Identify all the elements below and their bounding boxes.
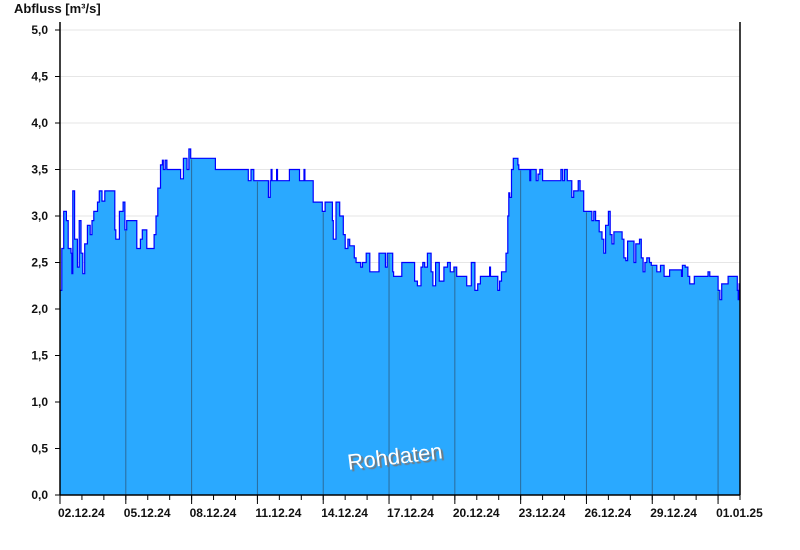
y-tick-label: 4,5 xyxy=(31,70,48,84)
plot-area xyxy=(60,148,741,495)
x-tick-label: 14.12.24 xyxy=(321,506,368,520)
y-tick-label: 5,0 xyxy=(31,23,48,37)
y-tick-label: 1,5 xyxy=(31,349,48,363)
major-day-lines xyxy=(125,159,719,495)
y-tick-label: 1,0 xyxy=(31,395,48,409)
y-tick-label: 2,5 xyxy=(31,256,48,270)
x-tick-label: 01.01.25 xyxy=(716,506,763,520)
y-tick-label: 0,5 xyxy=(31,442,48,456)
x-tick-label: 02.12.24 xyxy=(58,506,105,520)
x-tick-label: 26.12.24 xyxy=(584,506,631,520)
x-tick-label: 29.12.24 xyxy=(650,506,697,520)
x-tick-label: 11.12.24 xyxy=(255,506,301,520)
x-tick-label: 17.12.24 xyxy=(387,506,434,520)
x-tick-label: 08.12.24 xyxy=(190,506,237,520)
y-tick-label: 0,0 xyxy=(31,488,48,502)
x-tick-label: 23.12.24 xyxy=(519,506,566,520)
y-axis-ticks: 0,0 0,5 1,0 1,5 2,0 2,5 3,0 3,5 4,0 4,5 5,0 xyxy=(31,23,60,502)
y-tick-label: 4,0 xyxy=(31,116,48,130)
x-tick-label: 05.12.24 xyxy=(124,506,171,520)
discharge-line xyxy=(60,148,741,301)
y-tick-label: 2,0 xyxy=(31,302,48,316)
y-tick-label: 3,5 xyxy=(31,163,48,177)
x-axis-ticks: 02.12.24 05.12.24 08.12.24 11.12.24 14.12.24… xyxy=(58,495,763,520)
axes xyxy=(59,22,741,496)
discharge-area xyxy=(60,149,740,495)
x-tick-label: 20.12.24 xyxy=(453,506,500,520)
y-tick-label: 3,0 xyxy=(31,209,48,223)
y-axis-label: Abfluss [m³/s] xyxy=(14,1,101,16)
